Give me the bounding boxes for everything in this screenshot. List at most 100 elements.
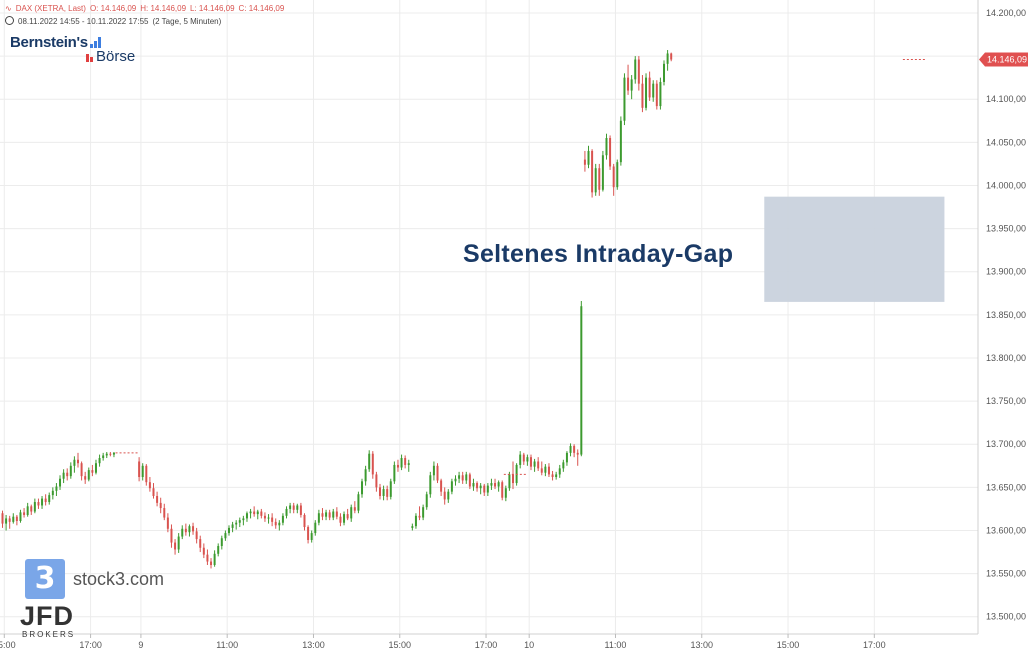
candle-body (231, 524, 234, 528)
candle-body (587, 150, 590, 165)
candle-body (343, 514, 346, 523)
candle-body (102, 455, 105, 459)
instrument-name: DAX (XETRA, Last) (15, 4, 86, 13)
date-range: 08.11.2022 14:55 - 10.11.2022 17:55 (18, 17, 149, 26)
candle-body (573, 445, 576, 453)
candle-body (339, 516, 342, 523)
candle-body (414, 515, 417, 527)
candle-body (544, 466, 547, 473)
candle-body (245, 513, 248, 519)
candle-body (519, 454, 522, 465)
candle-body (353, 507, 356, 511)
candle-body (580, 306, 583, 455)
red-bars-icon (86, 49, 94, 66)
candle-body (389, 481, 392, 497)
candle-body (51, 490, 54, 496)
candle-body (540, 468, 543, 473)
candle-body (227, 527, 230, 534)
candle-body (220, 538, 223, 547)
candle-body (569, 445, 572, 453)
candle-body (450, 481, 453, 492)
candle-body (591, 150, 594, 193)
candle-body (321, 513, 324, 517)
candle-body (418, 515, 421, 518)
x-tick-label: 15:00 (0, 640, 16, 650)
candle-body (508, 474, 511, 489)
candle-body (1, 513, 4, 524)
y-tick-label: 14.000,00 (986, 180, 1026, 190)
candle-body (396, 464, 399, 468)
last-price-label: 14.146,09 (979, 52, 1028, 67)
candle-body (145, 465, 148, 483)
candle-body (458, 475, 461, 479)
candle-body (555, 474, 558, 478)
candle-body (598, 168, 601, 190)
candle-body (19, 512, 22, 522)
x-tick-label: 9 (138, 640, 143, 650)
candle-body (627, 77, 630, 91)
x-tick-label: 17:00 (863, 640, 886, 650)
candle-body (637, 59, 640, 84)
clock-icon (5, 16, 14, 25)
candle-body (23, 512, 26, 515)
candle-body (181, 528, 184, 537)
candle-body (296, 505, 299, 510)
candle-body (235, 522, 238, 525)
jfd-watermark: JFD BROKERS (20, 602, 75, 639)
candle-body (601, 155, 604, 190)
candle-body (271, 517, 274, 522)
y-tick-label: 13.800,00 (986, 353, 1026, 363)
candle-body (217, 546, 220, 554)
candle-body (317, 513, 320, 523)
candle-body (429, 475, 432, 495)
candle-body (292, 505, 295, 510)
candle-body (66, 472, 69, 477)
candle-body (48, 495, 51, 503)
candle-body (432, 465, 435, 476)
y-tick-label: 13.950,00 (986, 224, 1026, 234)
candle-body (192, 526, 195, 532)
candle-body (583, 159, 586, 165)
candle-body (558, 468, 561, 475)
gap-annotation: Seltenes Intraday-Gap (463, 240, 734, 268)
candle-body (472, 483, 475, 487)
candle-body (454, 478, 457, 482)
candle-body (55, 486, 58, 491)
candle-body (148, 482, 151, 489)
candle-body (641, 83, 644, 108)
candle-body (76, 459, 79, 464)
bars-icon (89, 35, 102, 52)
candle-body (281, 515, 284, 523)
y-tick-label: 13.850,00 (986, 310, 1026, 320)
chart-header-range: 08.11.2022 14:55 - 10.11.2022 17:55 (2 Ta… (5, 16, 225, 26)
candle-body (609, 138, 612, 167)
candle-body (210, 561, 213, 565)
candle-body (91, 470, 94, 473)
candle-body (238, 520, 241, 523)
candle-body (594, 168, 597, 193)
candle-body (98, 458, 101, 464)
y-tick-label: 13.750,00 (986, 396, 1026, 406)
candle-body (623, 77, 626, 121)
close-value: C: 14.146,09 (238, 4, 285, 13)
x-tick-label: 13:00 (690, 640, 713, 650)
candle-body (368, 453, 371, 470)
candle-body (648, 77, 651, 98)
candle-body (382, 489, 385, 496)
candle-body (325, 512, 328, 517)
candle-body (199, 539, 202, 548)
candle-body (314, 522, 317, 534)
last-price-tag (979, 52, 1028, 67)
candle-body (663, 63, 666, 82)
x-tick-label: 15:00 (388, 640, 411, 650)
candle-body (551, 474, 554, 478)
y-tick-label: 13.500,00 (986, 612, 1026, 622)
x-tick-label: 15:00 (777, 640, 800, 650)
jfd-logo-text: JFD (20, 601, 75, 631)
candle-body (12, 516, 15, 522)
candle-body (490, 483, 493, 486)
y-tick-label: 13.550,00 (986, 569, 1026, 579)
y-tick-label: 14.100,00 (986, 94, 1026, 104)
candle-body (170, 528, 173, 543)
